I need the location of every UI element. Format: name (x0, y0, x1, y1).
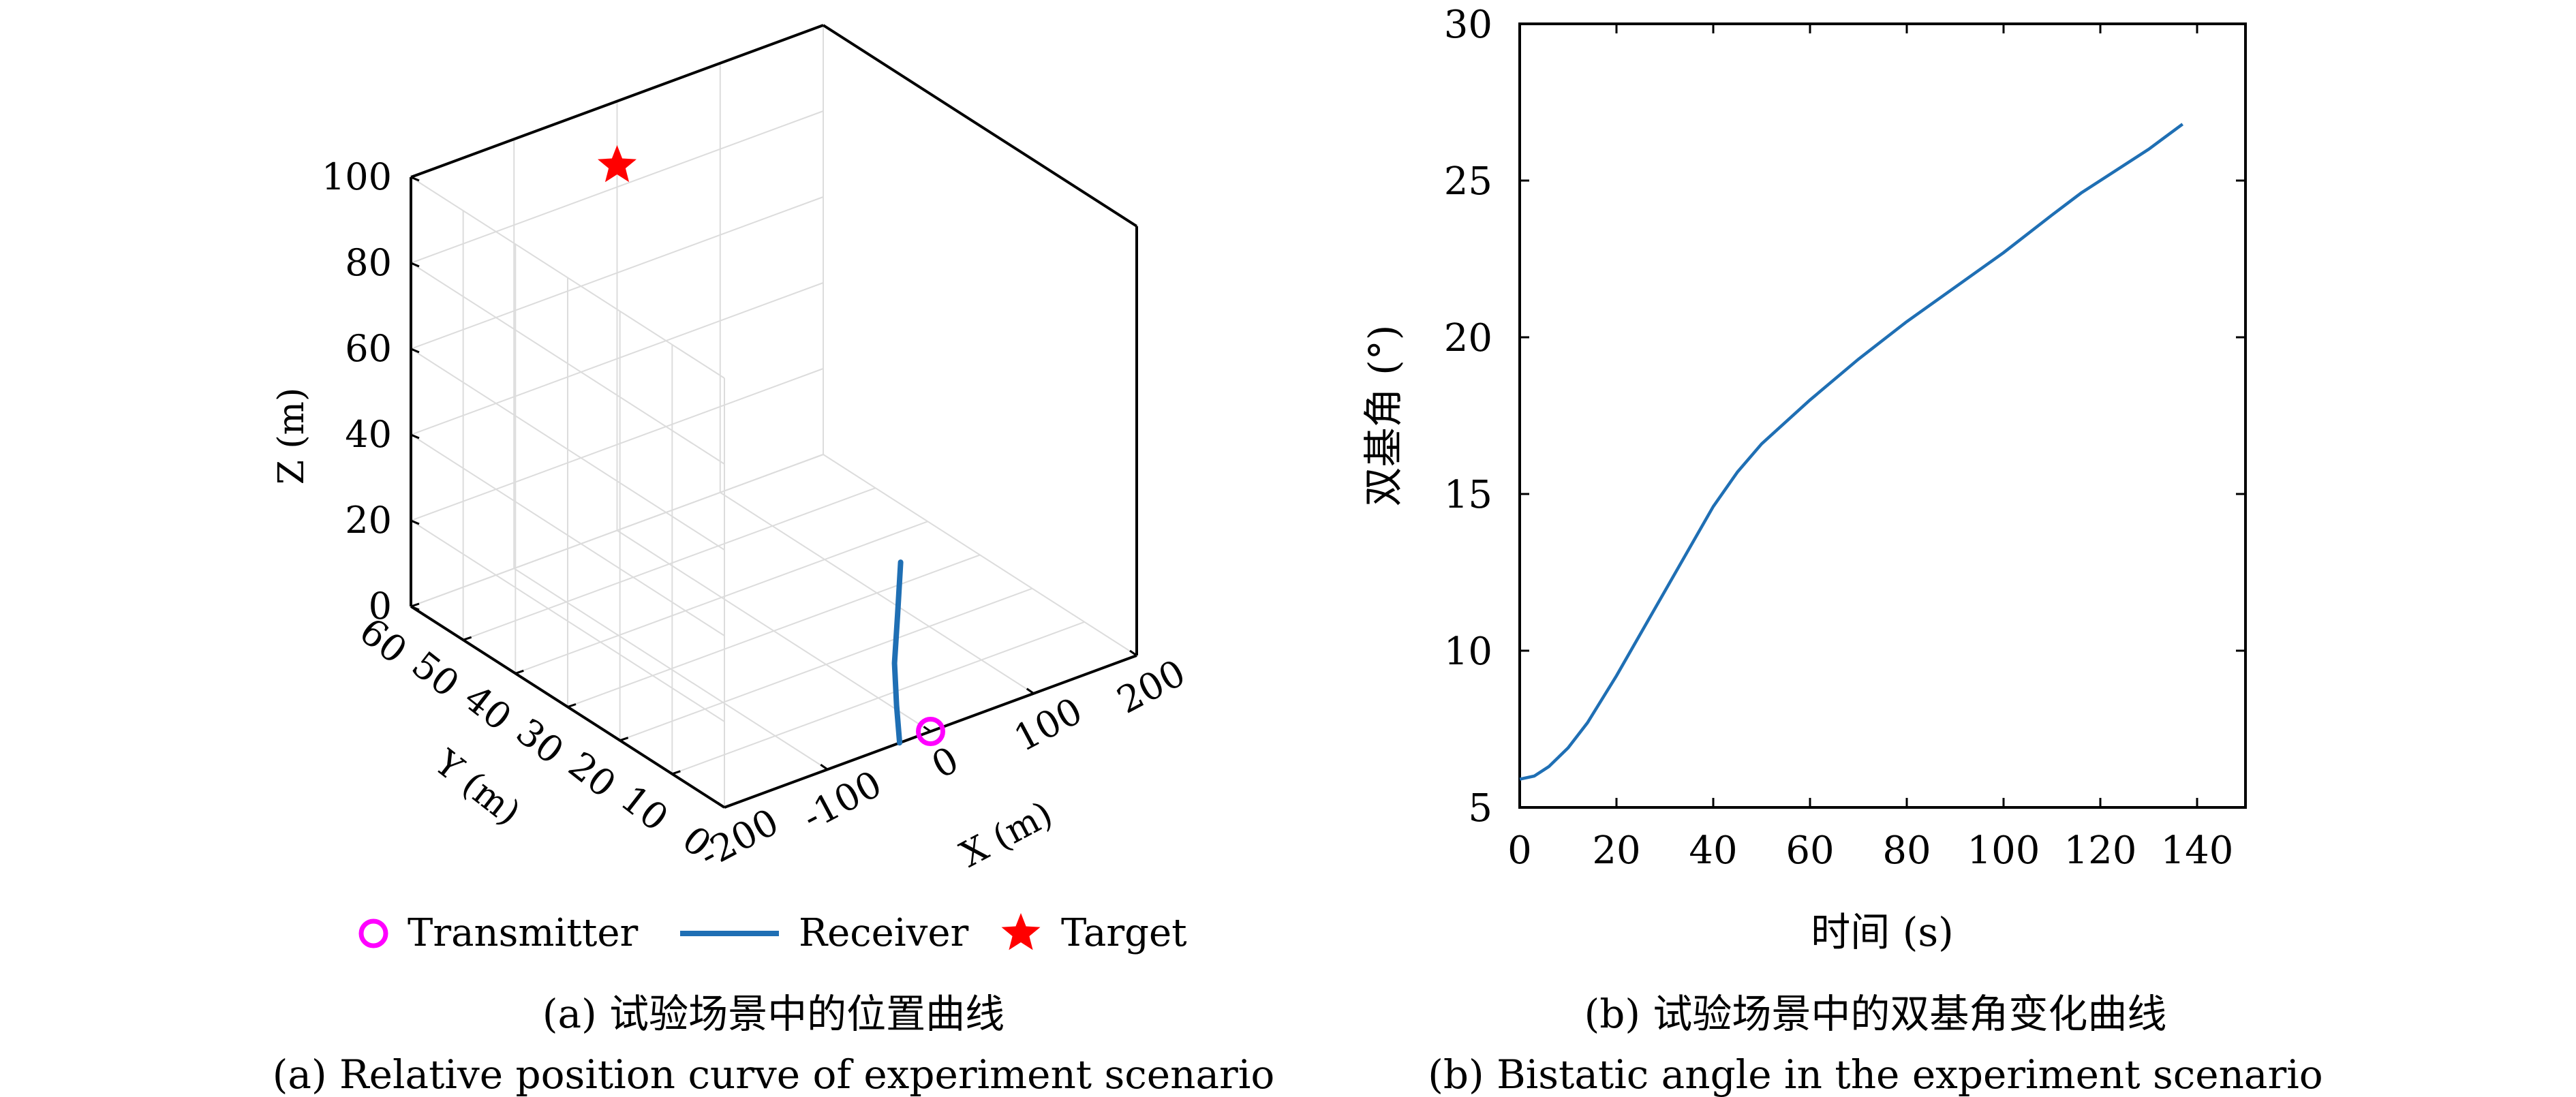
z-tick-mark (410, 176, 420, 182)
floor-gridline (463, 487, 876, 641)
floor-gridline (619, 587, 1033, 741)
side-wall-gridline (410, 262, 725, 465)
caption-b-chinese: (b) 试验场景中的双基角变化曲线 (1584, 991, 2167, 1037)
target-marker (598, 145, 637, 183)
x-tick-label: -100 (795, 762, 889, 839)
caption-a-english: (a) Relative position curve of experimen… (273, 1051, 1275, 1097)
z-tick-label: 100 (322, 155, 392, 198)
y-tick-label: 15 (1444, 473, 1492, 517)
floor-gridline (567, 554, 981, 708)
x-tick-mark (923, 726, 932, 732)
bistatic-angle-plot: 0 20 40 60 80 100 120 140 5 10 15 20 25 30 时间 (s) 双基角… (1360, 3, 2247, 955)
y-tick-label: 10 (1444, 630, 1492, 674)
z-tick-label: 40 (345, 413, 392, 456)
x-tick-label: 20 (1592, 829, 1640, 873)
caption-b-english: (b) Bistatic angle in the experiment sce… (1428, 1051, 2322, 1097)
z-tick-mark (410, 262, 420, 268)
y-tick-label: 20 (1444, 316, 1492, 360)
y-tick-label: 40 (456, 677, 519, 739)
transmitter-marker (916, 717, 945, 746)
z-tick-label: 80 (345, 241, 392, 284)
side-wall-gridline (410, 348, 725, 551)
axes-box-edge (822, 24, 1138, 228)
x-tick-label: 80 (1882, 829, 1931, 873)
z-axis-label: Z (m) (271, 388, 312, 485)
x-tick-mark (820, 764, 829, 771)
x-tick-mark (1026, 687, 1034, 694)
back-wall-gridline (410, 110, 824, 264)
back-wall-gridline (410, 196, 824, 350)
z-tick-mark (410, 519, 420, 525)
y-tick-mark (567, 703, 577, 708)
z-tick-mark (410, 433, 420, 439)
floor-gridline (515, 521, 928, 675)
x-tick-label: 0 (1507, 829, 1532, 873)
y-tick-label: 30 (1444, 3, 1492, 47)
caption-a-chinese: (a) 试验场景中的位置曲线 (542, 991, 1005, 1037)
y-tick-label: 30 (508, 710, 572, 773)
x-tick-label: 120 (2064, 829, 2137, 873)
x-tick-mark (1129, 649, 1137, 657)
data-marks-3d (598, 145, 945, 746)
x-tick-label: 100 (1967, 829, 2040, 873)
y-tick-label: 25 (1444, 159, 1492, 204)
y-tick-mark (724, 803, 733, 809)
x-tick-label: 40 (1689, 829, 1737, 873)
floor-gridline (671, 621, 1085, 775)
y-axis-label-angle: 双基角 (°) (1360, 325, 1407, 507)
y-tick-mark (671, 770, 681, 775)
axes-box-edge (410, 24, 824, 179)
z-tick-label: 60 (345, 327, 392, 370)
x-tick-label: -200 (692, 800, 786, 877)
back-wall-gridline (410, 282, 824, 435)
y-tick-label: 20 (561, 743, 624, 806)
z-tick-label: 0 (369, 585, 392, 628)
legend: Transmitter Receiver Target (358, 911, 1187, 955)
side-wall-gridline (410, 434, 725, 636)
y-tick-label: 50 (404, 643, 467, 706)
y-tick-mark (619, 737, 629, 742)
x-axis-label: X (m) (954, 794, 1060, 876)
z-tick-mark (410, 347, 420, 354)
back-wall-gridline (410, 368, 824, 521)
y-tick-mark (463, 636, 472, 641)
y-tick-mark (410, 602, 420, 608)
bistatic-angle-line (1519, 123, 2184, 781)
y-tick-label: 10 (613, 777, 676, 839)
y-tick-label: 5 (1468, 786, 1492, 831)
legend-transmitter-label: Transmitter (408, 911, 638, 955)
x-tick-mark (717, 801, 725, 809)
x-tick-label: 140 (2161, 829, 2234, 873)
y-tick-mark (515, 669, 524, 675)
plot-area-frame (1518, 22, 2247, 809)
z-tick-label: 20 (345, 499, 392, 542)
legend-target-marker (1001, 913, 1041, 951)
legend-target-label: Target (1061, 911, 1187, 955)
legend-transmitter-marker (358, 918, 388, 948)
receiver-trajectory (891, 559, 904, 746)
x-tick-label: 60 (1785, 829, 1834, 873)
back-wall-gridline (410, 454, 824, 607)
legend-receiver-label: Receiver (799, 911, 968, 955)
side-wall-gridline (410, 176, 725, 379)
side-wall-gridline (410, 520, 725, 722)
tick-marks-2d: 0 20 40 60 80 100 120 140 5 10 15 20 25 30 (1444, 3, 2245, 873)
x-axis-label-time: 时间 (s) (1811, 909, 1953, 955)
y-tick-label: 60 (352, 609, 415, 672)
y-axis-label: Y (m) (427, 742, 528, 834)
axes-box-3d (410, 24, 1138, 809)
